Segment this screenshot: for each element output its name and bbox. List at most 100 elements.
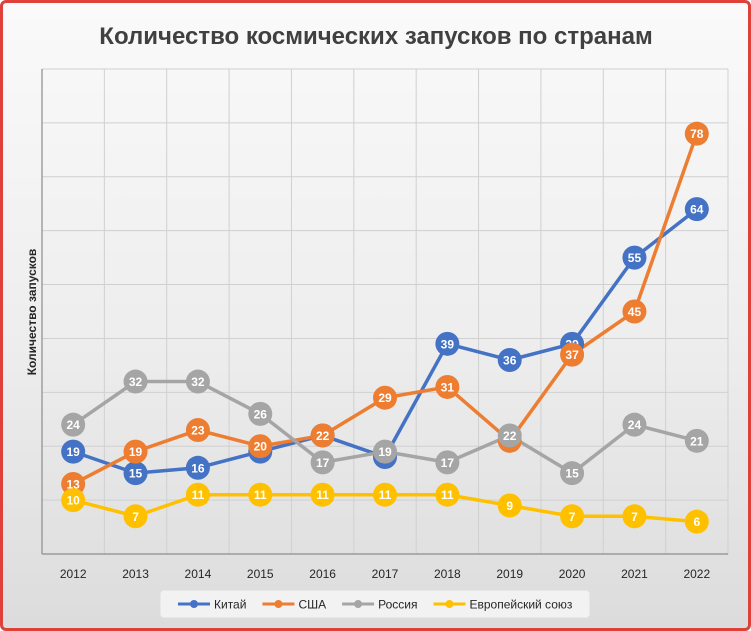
data-label-0-2022: 64	[690, 203, 704, 217]
data-label-1-2018: 31	[441, 380, 455, 394]
x-tick-label-2020: 2020	[559, 567, 586, 581]
x-tick-label-2017: 2017	[372, 567, 399, 581]
x-tick-label-2021: 2021	[621, 567, 648, 581]
data-point-2-2015	[248, 401, 273, 426]
data-point-3-2013	[123, 504, 148, 529]
data-point-1-2017	[373, 385, 397, 410]
data-label-2-2014: 32	[191, 375, 205, 389]
data-label-2-2022: 21	[690, 434, 704, 448]
data-point-2-2017	[373, 439, 397, 464]
data-label-2-2019: 22	[503, 429, 517, 443]
data-label-2-2015: 26	[254, 407, 268, 421]
data-point-3-2022	[684, 509, 709, 534]
data-label-3-2022: 6	[693, 515, 700, 529]
data-point-2-2021	[622, 412, 647, 437]
data-point-2-2014	[185, 369, 210, 394]
data-point-2-2019	[497, 423, 522, 448]
x-tick-label-2013: 2013	[122, 567, 149, 581]
data-label-2-2013: 32	[129, 375, 143, 389]
data-point-1-2014	[185, 418, 210, 443]
data-point-3-2018	[435, 482, 460, 507]
legend-marker-2	[354, 600, 363, 608]
data-label-2-2021: 24	[628, 418, 642, 432]
data-label-3-2017: 11	[379, 488, 392, 502]
x-tick-label-2012: 2012	[60, 567, 87, 581]
data-point-2-2016	[310, 450, 335, 475]
data-label-0-2014: 16	[191, 461, 205, 475]
x-tick-label-2018: 2018	[434, 567, 461, 581]
data-point-3-2017	[373, 482, 397, 507]
data-point-1-2021	[622, 299, 647, 324]
data-point-3-2015	[248, 482, 273, 507]
x-tick-labels: 2012 2013 2014 2015 2016 2017 2018 2019 2020 2021…	[60, 567, 711, 581]
legend-marker-1	[274, 600, 283, 608]
data-point-0-2019	[497, 348, 522, 372]
data-point-3-2019	[497, 493, 522, 518]
legend-item-1[interactable]: США	[262, 598, 326, 612]
data-point-3-2021	[622, 504, 647, 529]
data-point-1-2013	[123, 439, 148, 464]
data-point-1-2015	[248, 434, 273, 459]
data-point-1-2018	[435, 374, 460, 399]
legend-box	[159, 589, 591, 619]
data-point-0-2018	[435, 331, 460, 356]
data-point-3-2020	[560, 504, 585, 529]
data-label-0-2012: 19	[67, 445, 81, 459]
data-label-0-2018: 39	[441, 337, 455, 351]
data-point-0-2014	[185, 455, 210, 480]
data-label-1-2017: 29	[378, 391, 392, 405]
data-label-1-2015: 20	[254, 440, 268, 454]
data-label-3-2014: 11	[192, 488, 205, 502]
data-point-2-2012	[61, 412, 86, 437]
data-point-1-2016	[310, 423, 335, 448]
data-label-3-2019: 9	[506, 499, 513, 513]
x-tick-label-2014: 2014	[185, 567, 212, 581]
chart-title: Количество космических запусков по стран…	[99, 23, 652, 50]
data-point-2-2020	[560, 461, 585, 486]
y-axis-label: Количество запусков	[25, 249, 39, 376]
data-point-0-2022	[684, 197, 709, 222]
legend-label-1: США	[298, 598, 326, 612]
data-point-2-2022	[684, 428, 709, 453]
data-label-3-2020: 7	[569, 510, 576, 524]
legend-item-2[interactable]: Россия	[342, 598, 417, 612]
x-tick-label-2016: 2016	[309, 567, 336, 581]
legend-marker-3	[445, 600, 454, 608]
data-label-2-2020: 15	[565, 467, 579, 481]
data-point-2-2013	[123, 369, 148, 394]
data-point-0-2012	[61, 439, 86, 464]
legend-item-0[interactable]: Китай	[178, 598, 246, 612]
data-point-1-2020	[560, 342, 585, 367]
data-label-0-2021: 55	[628, 251, 642, 265]
x-tick-label-2015: 2015	[247, 567, 274, 581]
data-label-3-2016: 11	[316, 488, 329, 502]
legend: Китай США Россия Европейский союз	[159, 589, 591, 619]
data-label-2-2016: 17	[316, 456, 330, 470]
legend-label-0: Китай	[214, 598, 246, 612]
data-point-3-2016	[310, 482, 335, 507]
legend-marker-0	[190, 600, 198, 608]
data-label-3-2012: 10	[67, 494, 81, 508]
legend-label-2: Россия	[378, 598, 417, 612]
data-label-2-2012: 24	[67, 418, 81, 432]
data-markers: 1915161922183936395564131923202229312137…	[61, 121, 709, 534]
data-label-1-2020: 37	[565, 348, 579, 362]
data-label-3-2021: 7	[631, 510, 638, 524]
data-label-1-2022: 78	[690, 127, 704, 141]
data-label-3-2015: 11	[254, 488, 267, 502]
x-tick-label-2019: 2019	[496, 567, 523, 581]
data-point-2-2018	[435, 450, 460, 475]
data-point-1-2022	[684, 121, 709, 146]
data-label-1-2021: 45	[628, 305, 642, 319]
legend-label-3: Европейский союз	[469, 598, 572, 612]
data-label-2-2018: 17	[441, 456, 455, 470]
legend-item-3[interactable]: Европейский союз	[433, 598, 573, 612]
data-label-2-2017: 19	[378, 445, 392, 459]
data-point-3-2012	[61, 488, 86, 513]
axes	[41, 69, 728, 555]
data-label-0-2013: 15	[129, 467, 143, 481]
data-label-3-2013: 7	[132, 510, 139, 524]
x-tick-label-2022: 2022	[683, 567, 710, 581]
data-label-1-2014: 23	[191, 424, 205, 438]
